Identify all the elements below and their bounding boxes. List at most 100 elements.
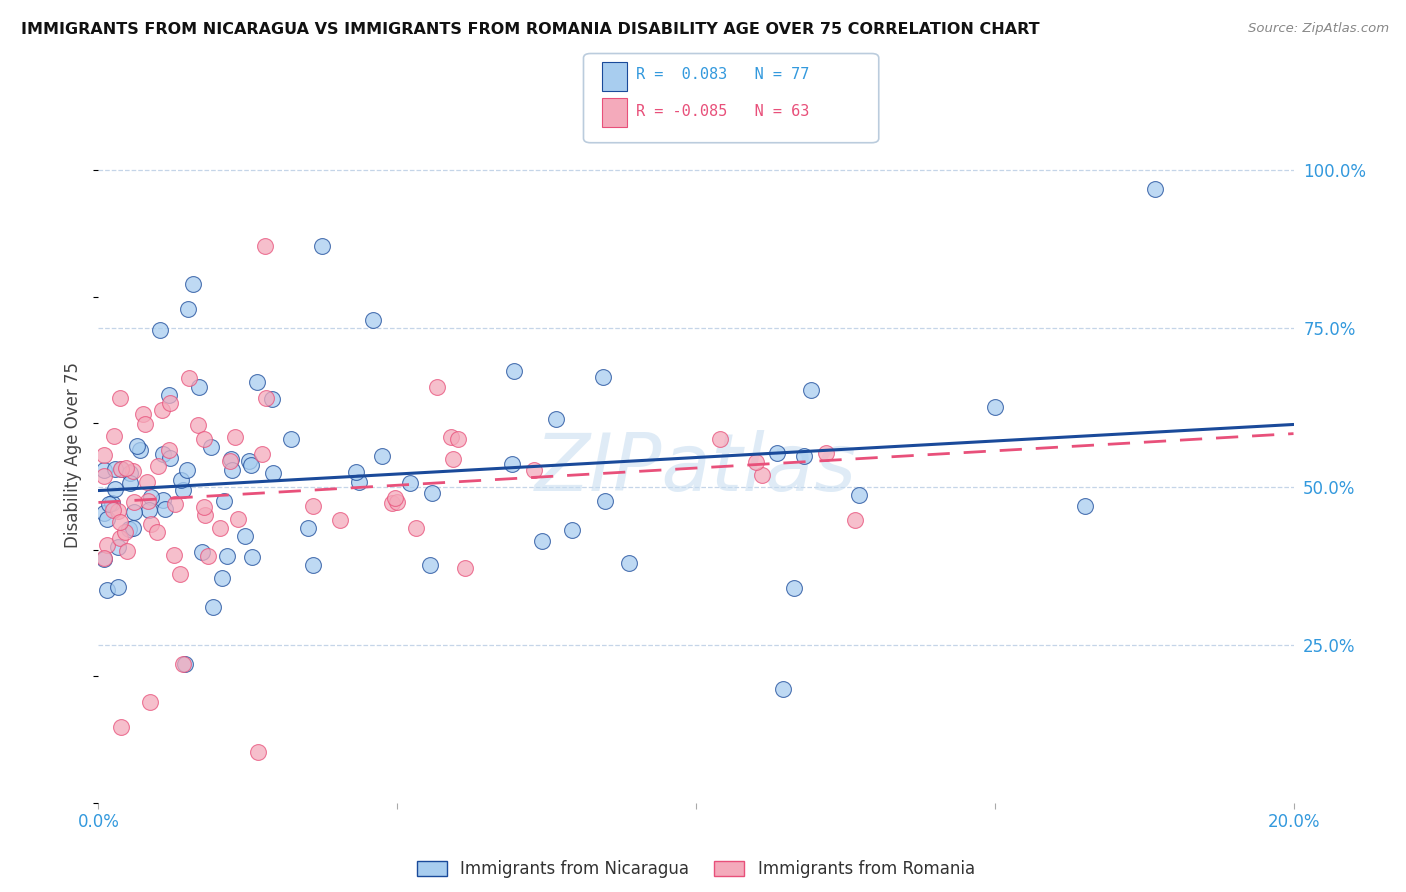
Point bbox=[503, 364, 526, 378]
Point bbox=[179, 371, 201, 385]
Point bbox=[546, 412, 568, 426]
Point bbox=[246, 745, 269, 759]
Point bbox=[177, 302, 200, 317]
Point bbox=[221, 463, 243, 477]
Point bbox=[208, 521, 231, 535]
Point bbox=[419, 558, 441, 572]
Point bbox=[254, 391, 277, 405]
Point bbox=[561, 523, 583, 537]
Point bbox=[592, 370, 614, 384]
Point bbox=[173, 657, 195, 671]
Point bbox=[132, 407, 155, 421]
Point bbox=[984, 400, 1007, 414]
Point bbox=[96, 582, 118, 597]
Point bbox=[297, 521, 319, 535]
Point bbox=[302, 499, 325, 513]
Point bbox=[709, 432, 731, 446]
Point bbox=[187, 380, 209, 394]
Point bbox=[159, 450, 181, 465]
Point bbox=[122, 505, 145, 519]
Point bbox=[381, 496, 404, 510]
Point bbox=[329, 513, 352, 527]
Point bbox=[124, 495, 146, 509]
Point bbox=[250, 447, 273, 461]
Point bbox=[202, 599, 225, 614]
Point bbox=[215, 549, 238, 563]
Point bbox=[93, 506, 115, 520]
Point bbox=[93, 551, 115, 566]
Point bbox=[193, 500, 215, 514]
Point bbox=[420, 486, 443, 500]
Point bbox=[617, 556, 640, 570]
Point bbox=[118, 522, 141, 536]
Point bbox=[219, 451, 242, 466]
Point bbox=[385, 495, 408, 509]
Point bbox=[176, 463, 198, 477]
Point bbox=[384, 491, 406, 505]
Point bbox=[194, 508, 217, 523]
Point bbox=[107, 540, 129, 554]
Point bbox=[146, 458, 169, 473]
Text: Source: ZipAtlas.com: Source: ZipAtlas.com bbox=[1249, 22, 1389, 36]
Point bbox=[163, 548, 186, 562]
Point bbox=[218, 454, 240, 468]
Point bbox=[848, 488, 870, 502]
Point bbox=[110, 720, 132, 734]
Point bbox=[115, 544, 138, 558]
Point bbox=[344, 465, 367, 479]
Point bbox=[138, 503, 160, 517]
Point bbox=[136, 493, 159, 508]
Point bbox=[104, 462, 127, 476]
Point bbox=[233, 528, 256, 542]
Point bbox=[238, 454, 260, 468]
Point bbox=[127, 439, 149, 453]
Point bbox=[122, 521, 145, 535]
Point bbox=[347, 475, 370, 490]
Point bbox=[136, 475, 159, 490]
Point bbox=[139, 517, 162, 532]
Point bbox=[170, 473, 193, 487]
Text: IMMIGRANTS FROM NICARAGUA VS IMMIGRANTS FROM ROMANIA DISABILITY AGE OVER 75 CORR: IMMIGRANTS FROM NICARAGUA VS IMMIGRANTS … bbox=[21, 22, 1039, 37]
Point bbox=[191, 545, 214, 559]
Point bbox=[118, 476, 141, 491]
Point bbox=[152, 493, 174, 508]
Point bbox=[159, 395, 181, 409]
Point bbox=[96, 538, 118, 552]
Point bbox=[107, 580, 129, 594]
Point bbox=[200, 440, 222, 454]
Point bbox=[214, 494, 236, 508]
Point bbox=[139, 490, 162, 504]
Point bbox=[224, 430, 246, 444]
Point bbox=[398, 476, 420, 491]
Point bbox=[93, 463, 115, 477]
Point bbox=[101, 503, 124, 517]
Point bbox=[146, 525, 169, 540]
Point bbox=[108, 515, 131, 529]
Text: ZIPatlas: ZIPatlas bbox=[534, 430, 858, 508]
Point bbox=[187, 417, 209, 432]
Point bbox=[844, 513, 866, 527]
Point bbox=[93, 552, 115, 566]
Point bbox=[262, 466, 284, 480]
Point bbox=[134, 417, 156, 432]
Point bbox=[800, 383, 823, 397]
Point bbox=[103, 483, 125, 497]
Point bbox=[153, 502, 176, 516]
Point bbox=[441, 452, 464, 467]
Y-axis label: Disability Age Over 75: Disability Age Over 75 bbox=[65, 362, 83, 548]
Point bbox=[120, 466, 142, 480]
Point bbox=[169, 566, 191, 581]
Point bbox=[197, 549, 219, 564]
Legend: Immigrants from Nicaragua, Immigrants from Romania: Immigrants from Nicaragua, Immigrants fr… bbox=[411, 854, 981, 885]
Point bbox=[114, 524, 136, 539]
Point bbox=[751, 468, 773, 483]
Point bbox=[370, 450, 392, 464]
Point bbox=[211, 571, 233, 585]
Point bbox=[766, 446, 789, 460]
Point bbox=[311, 239, 333, 253]
Point bbox=[149, 323, 172, 337]
Point bbox=[138, 695, 160, 709]
Point bbox=[405, 521, 427, 535]
Point bbox=[108, 531, 131, 545]
Point bbox=[101, 496, 124, 510]
